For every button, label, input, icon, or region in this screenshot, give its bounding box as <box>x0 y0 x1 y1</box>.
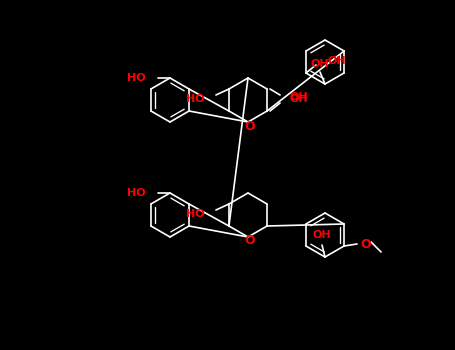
Text: OH: OH <box>289 94 308 104</box>
Text: HO: HO <box>127 188 146 198</box>
Text: HO: HO <box>186 209 205 219</box>
Text: HO: HO <box>127 73 146 83</box>
Text: OH: OH <box>328 56 347 66</box>
Text: HO: HO <box>186 94 205 104</box>
Text: OH: OH <box>289 92 308 102</box>
Text: O: O <box>245 234 255 247</box>
Text: OH: OH <box>313 230 331 240</box>
Text: O: O <box>245 119 255 133</box>
Text: O: O <box>360 238 371 251</box>
Text: OH: OH <box>311 59 329 69</box>
